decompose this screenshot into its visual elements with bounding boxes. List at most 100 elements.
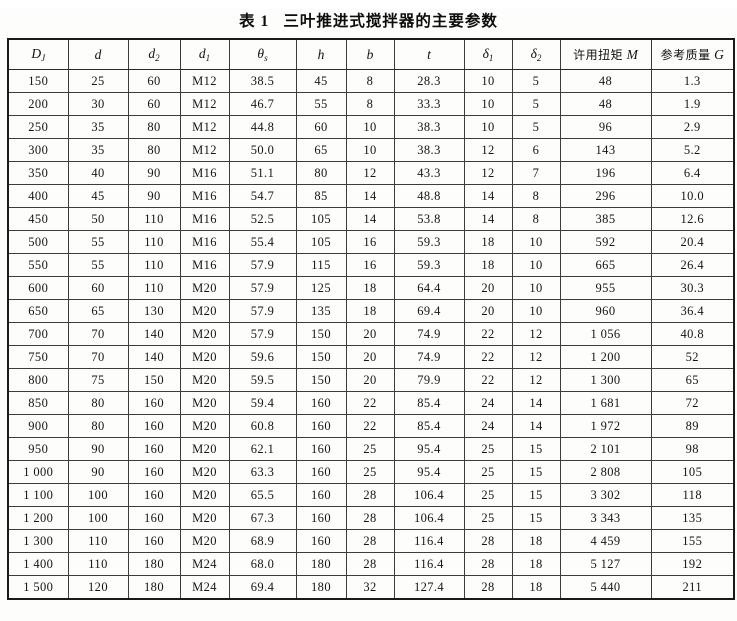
cell-theta: 57.9 <box>228 253 297 277</box>
table-row: 950 90 160 M20 62.1 160 25 95.4 25 15 2 101 98 <box>7 437 735 461</box>
cell-delta1: 24 <box>463 414 513 438</box>
cell-theta: 65.5 <box>228 483 297 507</box>
cell-d1: M12 <box>179 115 230 139</box>
cell-dj: 400 <box>7 184 69 208</box>
table-row: 250 35 80 M12 44.8 60 10 38.3 10 5 96 2.9 <box>7 115 735 139</box>
cell-torque: 960 <box>559 299 652 323</box>
cell-d2: 140 <box>127 345 181 369</box>
cell-t: 85.4 <box>393 414 465 438</box>
cell-theta: 62.1 <box>228 437 297 461</box>
cell-b: 10 <box>345 138 395 162</box>
cell-delta2: 6 <box>511 138 561 162</box>
table-body: 150 25 60 M12 38.5 45 8 28.3 10 5 48 1.3 200 30 60 M12 4… <box>7 69 735 600</box>
cell-dj: 650 <box>7 299 69 323</box>
table-row: 350 40 90 M16 51.1 80 12 43.3 12 7 196 6.4 <box>7 161 735 185</box>
cell-mass: 40.8 <box>650 322 735 346</box>
table-row: 200 30 60 M12 46.7 55 8 33.3 10 5 48 1.9 <box>7 92 735 116</box>
cell-theta: 57.9 <box>228 276 297 300</box>
cell-h: 65 <box>295 138 347 162</box>
cell-d: 45 <box>67 184 129 208</box>
cell-delta2: 15 <box>511 483 561 507</box>
cell-d1: M20 <box>179 529 230 553</box>
cell-t: 38.3 <box>393 115 465 139</box>
cell-d2: 160 <box>127 483 181 507</box>
cell-dj: 700 <box>7 322 69 346</box>
cell-mass: 10.0 <box>650 184 735 208</box>
cell-torque: 1 972 <box>559 414 652 438</box>
cell-d: 70 <box>67 322 129 346</box>
cell-d1: M12 <box>179 92 230 116</box>
cell-delta2: 10 <box>511 253 561 277</box>
cell-h: 105 <box>295 230 347 254</box>
table-row: 550 55 110 M16 57.9 115 16 59.3 18 10 665 26.4 <box>7 253 735 277</box>
cell-d1: M20 <box>179 345 230 369</box>
cell-dj: 1 000 <box>7 460 69 484</box>
cell-d: 80 <box>67 391 129 415</box>
cell-d2: 110 <box>127 230 181 254</box>
cell-delta2: 10 <box>511 299 561 323</box>
table-row: 1 100 100 160 M20 65.5 160 28 106.4 25 15 3 302 118 <box>7 483 735 507</box>
cell-mass: 211 <box>650 575 735 600</box>
cell-h: 160 <box>295 437 347 461</box>
col-header-b: b <box>345 38 395 70</box>
cell-mass: 118 <box>650 483 735 507</box>
cell-d2: 160 <box>127 506 181 530</box>
cell-torque: 955 <box>559 276 652 300</box>
cell-theta: 59.4 <box>228 391 297 415</box>
cell-t: 79.9 <box>393 368 465 392</box>
cell-d2: 80 <box>127 115 181 139</box>
table-row: 850 80 160 M20 59.4 160 22 85.4 24 14 1 681 72 <box>7 391 735 415</box>
cell-dj: 1 500 <box>7 575 69 600</box>
cell-t: 74.9 <box>393 322 465 346</box>
table-row: 300 35 80 M12 50.0 65 10 38.3 12 6 143 5.2 <box>7 138 735 162</box>
cell-d2: 110 <box>127 207 181 231</box>
cell-delta1: 24 <box>463 391 513 415</box>
header-subscript: 2 <box>536 53 542 63</box>
cell-d1: M16 <box>179 230 230 254</box>
cell-b: 20 <box>345 368 395 392</box>
table-row: 400 45 90 M16 54.7 85 14 48.8 14 8 296 10.0 <box>7 184 735 208</box>
header-row: DJ d d2 d1 θs h b t δ1 δ2 许用扭矩 M 参考质量 G <box>7 38 735 70</box>
cell-t: 95.4 <box>393 460 465 484</box>
cell-torque: 48 <box>559 69 652 93</box>
cell-delta1: 20 <box>463 276 513 300</box>
cell-theta: 44.8 <box>228 115 297 139</box>
cell-mass: 20.4 <box>650 230 735 254</box>
cell-torque: 96 <box>559 115 652 139</box>
cell-t: 95.4 <box>393 437 465 461</box>
cell-delta2: 14 <box>511 414 561 438</box>
cell-mass: 30.3 <box>650 276 735 300</box>
cell-theta: 63.3 <box>228 460 297 484</box>
header-symbol: d <box>198 46 206 61</box>
table-row: 650 65 130 M20 57.9 135 18 69.4 20 10 960 36.4 <box>7 299 735 323</box>
cell-t: 116.4 <box>393 529 465 553</box>
cell-b: 8 <box>345 69 395 93</box>
cell-mass: 26.4 <box>650 253 735 277</box>
cell-dj: 1 200 <box>7 506 69 530</box>
cell-d1: M20 <box>179 299 230 323</box>
cell-mass: 52 <box>650 345 735 369</box>
cell-torque: 665 <box>559 253 652 277</box>
cell-dj: 1 300 <box>7 529 69 553</box>
header-symbol: M <box>626 47 638 62</box>
cell-mass: 12.6 <box>650 207 735 231</box>
cell-torque: 1 200 <box>559 345 652 369</box>
table-row: 450 50 110 M16 52.5 105 14 53.8 14 8 385 12.6 <box>7 207 735 231</box>
cell-mass: 1.3 <box>650 69 735 93</box>
cell-b: 22 <box>345 414 395 438</box>
cell-d: 25 <box>67 69 129 93</box>
cell-mass: 5.2 <box>650 138 735 162</box>
cell-h: 160 <box>295 483 347 507</box>
cell-b: 28 <box>345 552 395 576</box>
cell-dj: 550 <box>7 253 69 277</box>
cell-delta1: 14 <box>463 184 513 208</box>
cell-theta: 54.7 <box>228 184 297 208</box>
parameters-table: DJ d d2 d1 θs h b t δ1 δ2 许用扭矩 M 参考质量 G 150 25 60 M12 3… <box>7 38 735 600</box>
cell-d2: 110 <box>127 253 181 277</box>
header-subscript: J <box>41 53 46 63</box>
header-symbol: d <box>148 46 156 61</box>
cell-b: 16 <box>345 230 395 254</box>
header-symbol: D <box>31 46 42 61</box>
cell-delta1: 10 <box>463 69 513 93</box>
cell-t: 48.8 <box>393 184 465 208</box>
